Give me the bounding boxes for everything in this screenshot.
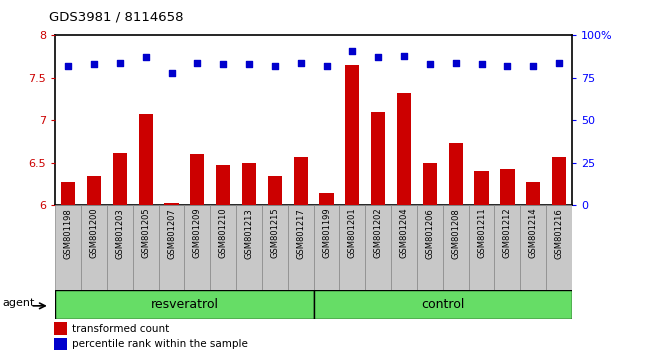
Text: GSM801211: GSM801211 — [477, 208, 486, 258]
Text: GSM801199: GSM801199 — [322, 208, 331, 258]
Bar — [133, 205, 159, 290]
Bar — [190, 154, 205, 205]
Bar — [55, 205, 81, 290]
Text: control: control — [421, 298, 465, 311]
Bar — [422, 163, 437, 205]
Text: resveratrol: resveratrol — [150, 298, 218, 311]
Point — [140, 55, 151, 60]
Point — [424, 62, 435, 67]
Bar — [313, 205, 339, 290]
Bar — [164, 203, 179, 205]
Text: GSM801198: GSM801198 — [64, 208, 73, 259]
Bar — [107, 205, 133, 290]
Bar — [469, 205, 495, 290]
Point — [114, 60, 125, 65]
Point — [166, 70, 177, 76]
Point — [321, 63, 332, 69]
Text: GDS3981 / 8114658: GDS3981 / 8114658 — [49, 11, 183, 24]
Bar — [61, 182, 75, 205]
Point — [192, 60, 203, 65]
Text: GSM801205: GSM801205 — [141, 208, 150, 258]
Bar — [448, 143, 463, 205]
Bar — [546, 205, 572, 290]
Bar — [313, 290, 572, 319]
Bar — [443, 205, 469, 290]
Point — [270, 63, 280, 69]
Bar — [112, 153, 127, 205]
Bar — [417, 205, 443, 290]
Bar — [319, 193, 333, 205]
Bar — [495, 205, 521, 290]
Bar — [268, 176, 282, 205]
Bar — [521, 205, 546, 290]
Bar — [288, 205, 313, 290]
Bar — [294, 157, 308, 205]
Text: GSM801208: GSM801208 — [451, 208, 460, 259]
Bar — [81, 205, 107, 290]
Text: GSM801210: GSM801210 — [218, 208, 227, 258]
Bar — [345, 65, 359, 205]
Point — [476, 62, 487, 67]
Text: GSM801204: GSM801204 — [400, 208, 409, 258]
Bar — [54, 338, 67, 350]
Point — [528, 63, 538, 69]
Bar — [185, 205, 211, 290]
Text: agent: agent — [3, 298, 35, 308]
Point — [554, 60, 564, 65]
Bar — [87, 176, 101, 205]
Point — [373, 55, 384, 60]
Point — [399, 53, 410, 59]
Text: GSM801213: GSM801213 — [244, 208, 254, 259]
Bar — [216, 165, 230, 205]
Bar — [55, 290, 313, 319]
Text: GSM801200: GSM801200 — [90, 208, 99, 258]
Point — [296, 60, 306, 65]
Text: GSM801212: GSM801212 — [503, 208, 512, 258]
Bar — [552, 157, 566, 205]
Text: GSM801216: GSM801216 — [554, 208, 564, 259]
Bar — [371, 112, 385, 205]
Point — [502, 63, 513, 69]
Text: GSM801203: GSM801203 — [115, 208, 124, 259]
Bar — [236, 205, 262, 290]
Bar — [242, 163, 256, 205]
Point — [89, 62, 99, 67]
Bar — [339, 205, 365, 290]
Text: GSM801209: GSM801209 — [193, 208, 202, 258]
Bar — [397, 93, 411, 205]
Bar — [500, 169, 515, 205]
Text: GSM801217: GSM801217 — [296, 208, 306, 259]
Bar — [262, 205, 288, 290]
Bar — [391, 205, 417, 290]
Point — [450, 60, 461, 65]
Text: GSM801207: GSM801207 — [167, 208, 176, 259]
Point — [63, 63, 73, 69]
Point — [218, 62, 228, 67]
Point — [347, 48, 358, 53]
Text: GSM801215: GSM801215 — [270, 208, 280, 258]
Bar — [138, 114, 153, 205]
Text: GSM801201: GSM801201 — [348, 208, 357, 258]
Text: percentile rank within the sample: percentile rank within the sample — [72, 339, 248, 349]
Bar — [54, 322, 67, 335]
Bar — [211, 205, 236, 290]
Text: GSM801202: GSM801202 — [374, 208, 383, 258]
Bar — [526, 182, 540, 205]
Bar — [474, 171, 489, 205]
Text: GSM801206: GSM801206 — [425, 208, 434, 259]
Bar — [159, 205, 185, 290]
Text: transformed count: transformed count — [72, 324, 169, 333]
Text: GSM801214: GSM801214 — [528, 208, 538, 258]
Bar — [365, 205, 391, 290]
Point — [244, 62, 254, 67]
